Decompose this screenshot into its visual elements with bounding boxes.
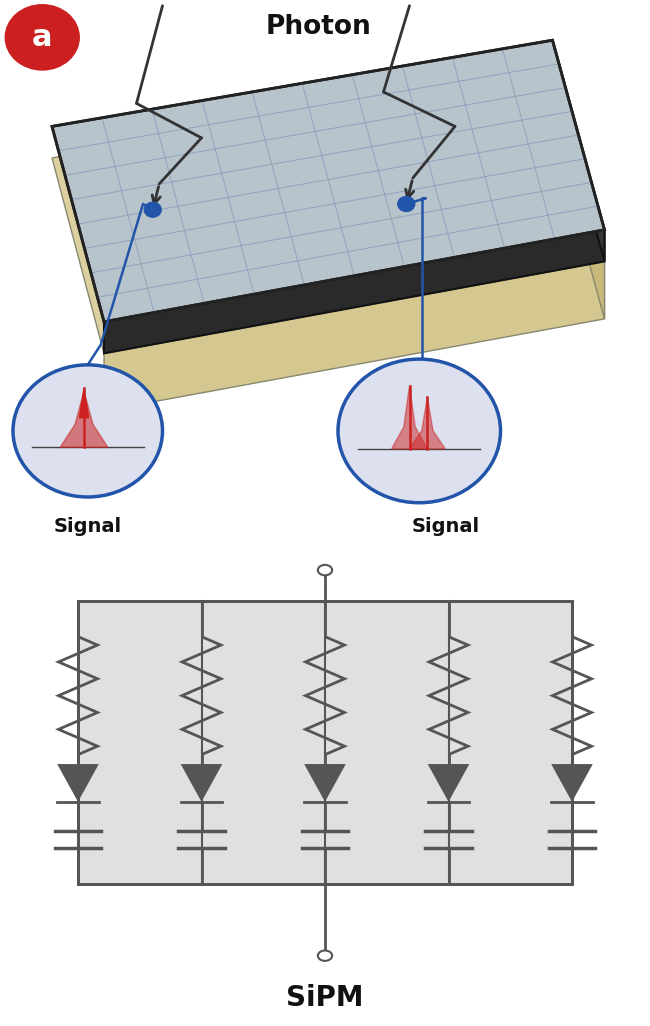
- Polygon shape: [552, 72, 604, 319]
- Polygon shape: [391, 386, 428, 449]
- Polygon shape: [428, 764, 469, 802]
- Polygon shape: [52, 40, 605, 322]
- Polygon shape: [410, 397, 445, 449]
- Circle shape: [398, 197, 415, 211]
- FancyBboxPatch shape: [78, 601, 572, 884]
- Circle shape: [318, 950, 332, 961]
- Text: Signal: Signal: [54, 517, 122, 537]
- Polygon shape: [552, 40, 604, 262]
- Circle shape: [338, 359, 500, 503]
- Polygon shape: [104, 262, 604, 410]
- Circle shape: [5, 4, 80, 71]
- Polygon shape: [304, 764, 346, 802]
- Circle shape: [318, 565, 332, 576]
- Polygon shape: [104, 230, 604, 353]
- Text: SiPM: SiPM: [286, 984, 364, 1012]
- Polygon shape: [79, 388, 88, 418]
- Circle shape: [144, 202, 161, 218]
- Polygon shape: [60, 391, 108, 447]
- Polygon shape: [181, 764, 222, 802]
- Text: a: a: [32, 23, 53, 52]
- Polygon shape: [551, 764, 593, 802]
- Text: Photon: Photon: [266, 14, 371, 40]
- Polygon shape: [57, 764, 99, 802]
- Circle shape: [13, 365, 162, 497]
- Text: Signal: Signal: [411, 517, 479, 537]
- Polygon shape: [52, 72, 605, 353]
